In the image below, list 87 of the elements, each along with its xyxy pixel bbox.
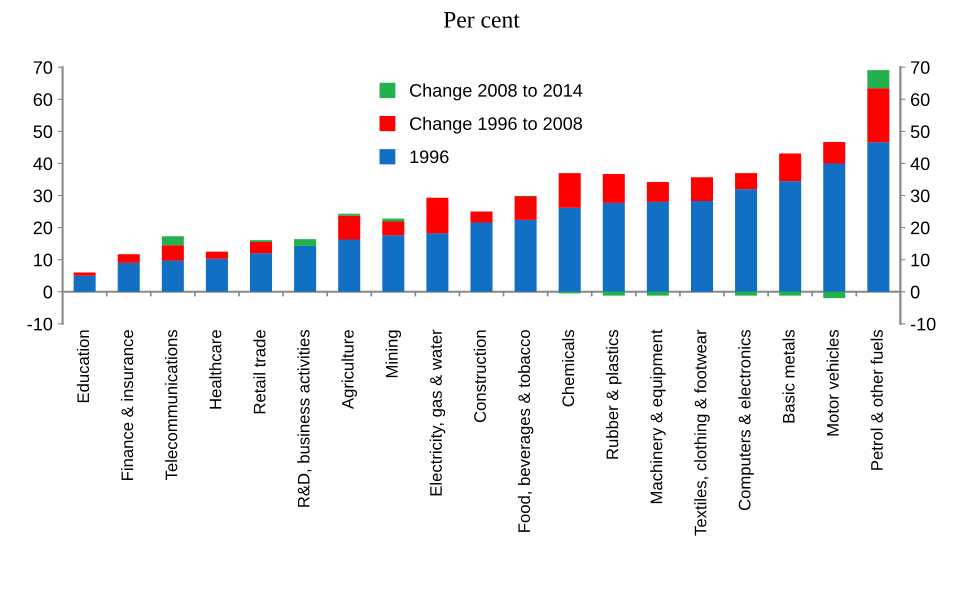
x-tick-label: Construction (474, 330, 486, 422)
bar (382, 235, 404, 292)
x-tick-label: Machinery & equipment (650, 329, 666, 504)
bar (735, 292, 758, 296)
y2-tick-label: -10 (910, 318, 936, 331)
y-tick-label: 30 (33, 189, 52, 202)
bar (162, 260, 184, 292)
bar (118, 254, 140, 263)
bar (470, 212, 493, 222)
chart-subtitle: Per cent (444, 12, 520, 28)
y2-tick-label: 70 (911, 61, 930, 74)
bar (735, 189, 758, 292)
bar (162, 236, 184, 246)
bar (779, 154, 802, 182)
bar (646, 202, 669, 292)
bar (514, 220, 537, 292)
y2-tick-label: 30 (910, 189, 930, 202)
bar (294, 246, 316, 292)
y2-tick-label: 60 (911, 93, 930, 106)
y2-tick-label: 50 (910, 125, 930, 138)
bar (558, 173, 581, 208)
x-tick-label: Electricity, gas & water (430, 330, 446, 496)
bar (823, 292, 846, 298)
bar (470, 222, 493, 292)
bar (779, 181, 802, 292)
bar (602, 174, 625, 203)
y2-tick-label: 0 (910, 286, 920, 298)
x-tick-label: Healthcare (209, 330, 222, 409)
y-tick-label: 70 (34, 61, 52, 74)
bar (206, 252, 228, 259)
legend-label: Change 1996 to 2008 (410, 116, 582, 134)
bar (690, 200, 713, 292)
bar (382, 218, 404, 222)
x-tick-label: Basic metals (782, 330, 795, 422)
x-tick-label: Computers & electronics (738, 330, 754, 510)
bar (206, 258, 228, 292)
bar (74, 276, 96, 292)
bar (779, 292, 802, 296)
bar (118, 262, 140, 292)
bar (382, 222, 404, 236)
x-tick-label: Food, beverages & tobacco (518, 330, 534, 532)
bar (867, 88, 890, 142)
y2-tick-label: 20 (911, 222, 930, 234)
bar (250, 253, 272, 292)
legend-label: 1996 (410, 150, 448, 164)
x-tick-label: Chemicals (562, 330, 574, 406)
bar (823, 142, 846, 164)
y-tick-label: 20 (34, 222, 52, 234)
bar (250, 242, 272, 254)
x-tick-label: Petrol & other fuels (870, 330, 883, 470)
x-tick-label: Finance & insurance (120, 330, 134, 480)
bar (867, 70, 890, 88)
bar (338, 239, 360, 292)
y-tick-label: 10 (34, 254, 52, 266)
x-tick-label: Rubber & plastics (606, 330, 622, 459)
bar (338, 216, 360, 240)
x-tick-label: Mining (386, 330, 402, 378)
bar (646, 182, 669, 202)
y-tick-label: 0 (44, 286, 52, 298)
y-tick-label: -10 (28, 318, 52, 331)
bar (735, 173, 758, 190)
y-tick-label: 40 (33, 157, 52, 170)
bar (558, 208, 581, 292)
bar (602, 202, 625, 292)
bar (74, 272, 96, 276)
bar (867, 142, 890, 292)
x-tick-label: Retail trade (253, 330, 266, 414)
y2-tick-label: 10 (912, 254, 930, 266)
bar (646, 292, 669, 296)
bar (823, 163, 846, 292)
x-tick-label: R&D, business activities (297, 330, 312, 507)
legend-label: Change 2008 to 2014 (410, 84, 582, 100)
bar (162, 245, 184, 261)
x-tick-label: Textiles, clothing & footwear (694, 330, 710, 536)
y-tick-label: 60 (34, 93, 52, 106)
x-tick-label: Agriculture (341, 330, 357, 410)
bar (690, 177, 713, 201)
y-tick-label: 50 (34, 125, 52, 138)
x-tick-label: Telecommunications (165, 330, 178, 480)
bar (426, 233, 448, 292)
x-tick-label: Motor vehicles (826, 330, 839, 436)
bar (514, 196, 537, 220)
bar (602, 292, 625, 296)
y2-tick-label: 40 (910, 157, 930, 170)
bar (426, 198, 448, 234)
x-tick-label: Education (76, 330, 90, 402)
bar (294, 239, 316, 246)
